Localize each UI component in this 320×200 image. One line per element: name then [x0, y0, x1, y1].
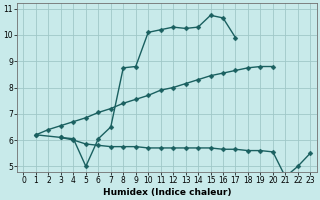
X-axis label: Humidex (Indice chaleur): Humidex (Indice chaleur) — [103, 188, 231, 197]
